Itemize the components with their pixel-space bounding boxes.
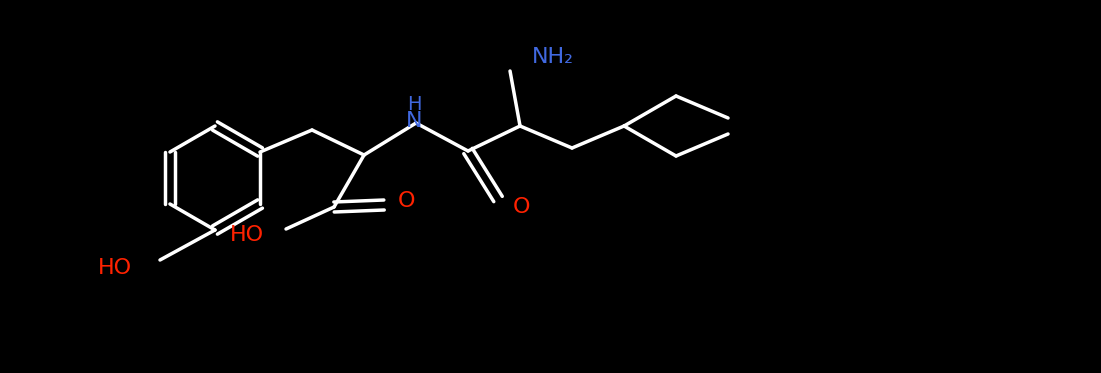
Text: O: O [513, 197, 531, 217]
Text: HO: HO [230, 225, 264, 245]
Text: NH₂: NH₂ [532, 47, 574, 67]
Text: O: O [399, 191, 415, 211]
Text: HO: HO [98, 258, 132, 278]
Text: H: H [406, 95, 422, 115]
Text: N: N [406, 111, 423, 131]
